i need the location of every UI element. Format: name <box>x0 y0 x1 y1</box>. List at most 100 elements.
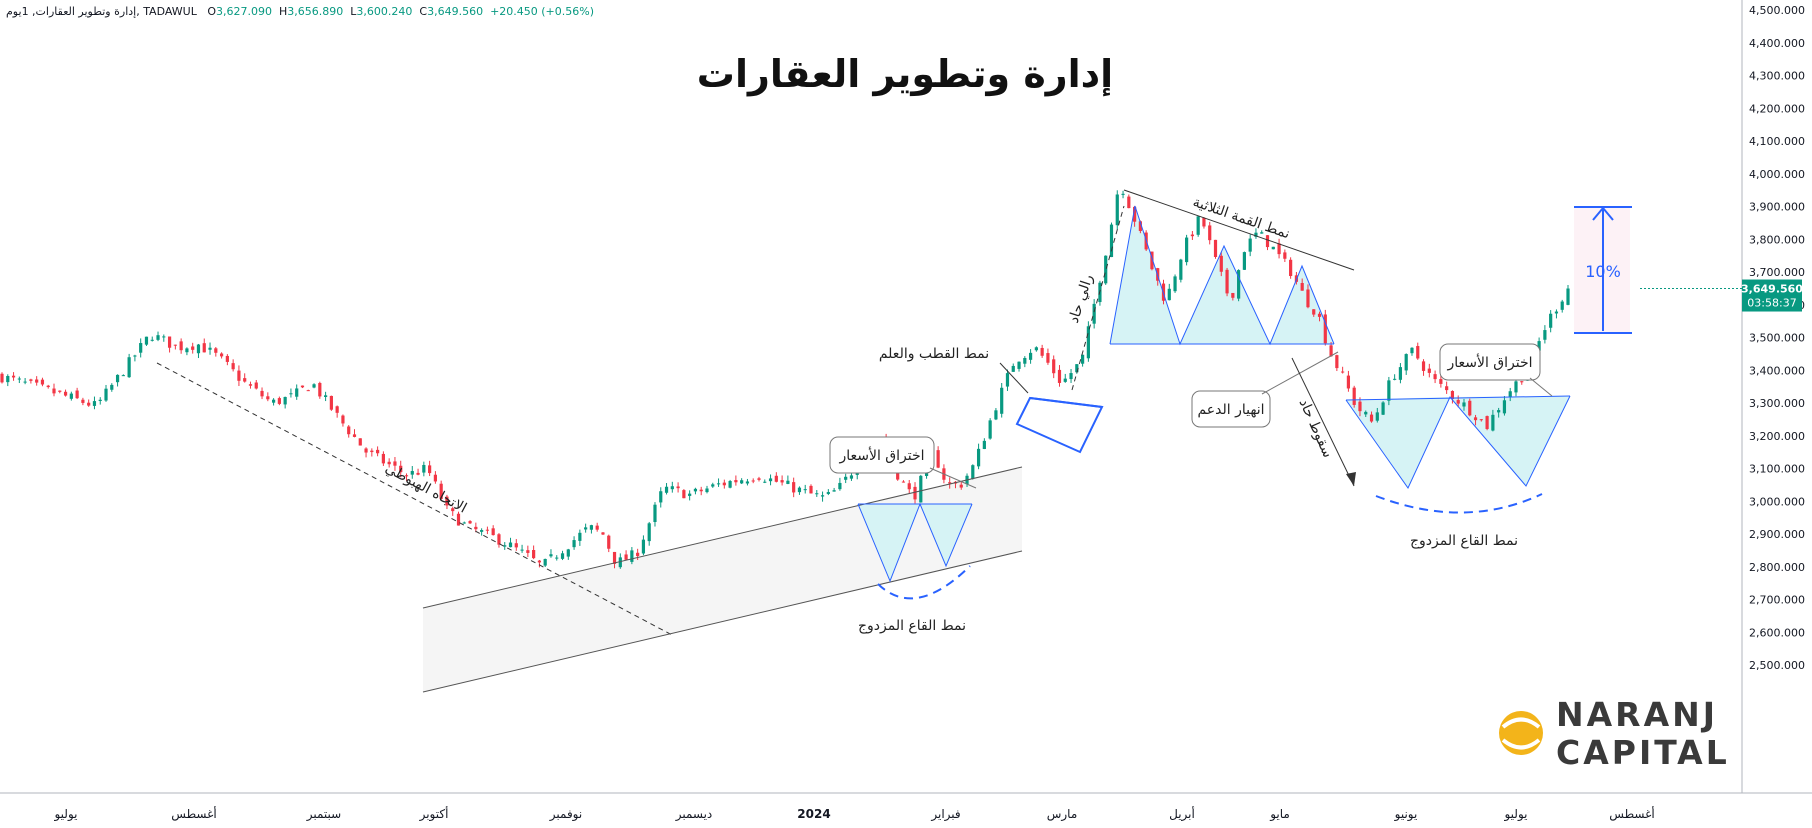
candle-body <box>1566 288 1570 305</box>
candle-body <box>1208 225 1212 241</box>
candle-body <box>1005 373 1010 387</box>
drop-arrow-head <box>1346 472 1356 486</box>
candle-body <box>1358 401 1362 412</box>
time-label-0: يوليو <box>53 807 77 822</box>
candle-body <box>231 363 235 370</box>
candle-body <box>329 395 333 410</box>
candle-body <box>1427 368 1431 373</box>
support-break-callout <box>1191 390 1271 428</box>
candle-body <box>410 471 414 475</box>
db2-right-fill <box>1450 396 1570 486</box>
candle-body <box>1150 251 1154 270</box>
candle-body <box>786 480 790 484</box>
candle-body <box>508 542 513 548</box>
candle-body <box>1329 345 1333 357</box>
candle-body <box>768 478 773 482</box>
candle-body <box>1508 391 1512 398</box>
price-tag-countdown: 03:58:37 <box>1747 297 1796 310</box>
rally-line <box>1071 205 1125 391</box>
candle-body <box>214 348 218 353</box>
candle-body <box>456 513 461 526</box>
candle-body <box>1086 326 1090 359</box>
time-label-1: أغسطس <box>171 806 216 822</box>
candle-body <box>740 480 744 484</box>
candle-body <box>167 336 172 348</box>
candle-body <box>347 426 351 435</box>
candle-body <box>1040 347 1044 356</box>
candle-body <box>1254 232 1258 237</box>
db1-label: نمط القاع المزدوج <box>858 618 966 634</box>
low-value: 3,600.240 <box>356 5 413 18</box>
candle-body <box>92 401 97 406</box>
symbol-name: إدارة وتطوير العقارات, 1يوم, TADAWUL <box>6 5 197 18</box>
candle-body <box>6 375 10 383</box>
candle-body <box>1473 417 1478 421</box>
candle-body <box>75 390 79 399</box>
candle-body <box>254 382 258 389</box>
candle-body <box>491 528 495 536</box>
channel-lower <box>422 550 1023 693</box>
candle-body <box>832 490 836 492</box>
candle-body <box>179 341 183 351</box>
candle-body <box>1127 196 1131 209</box>
candle-body <box>1502 400 1507 414</box>
candle-body <box>1306 289 1310 308</box>
candle-body <box>1352 387 1356 405</box>
candle-body <box>439 483 443 499</box>
candle-body <box>497 534 501 545</box>
candle-body <box>237 370 241 381</box>
candle-body <box>1034 347 1038 351</box>
price-tick-0: 4,500.000 <box>1749 4 1805 17</box>
flag-pointer <box>999 362 1029 394</box>
candle-body <box>1069 373 1073 380</box>
candle-body <box>959 484 963 488</box>
candle-body <box>87 402 91 406</box>
price-tick-12: 3,300.000 <box>1749 397 1805 410</box>
candle-body <box>976 448 981 467</box>
price-tick-2: 4,300.000 <box>1749 70 1805 83</box>
db2-outline <box>1345 395 1571 489</box>
candle-body <box>1231 292 1235 298</box>
candle-body <box>306 390 310 392</box>
candle-body <box>98 399 102 401</box>
candle-body <box>1514 381 1518 393</box>
candle-body <box>1404 354 1408 371</box>
candle-body <box>1312 309 1316 315</box>
candle-body <box>370 450 374 453</box>
candle-body <box>849 475 854 479</box>
candle-body <box>584 527 588 530</box>
candle-body <box>636 552 640 557</box>
candle-body <box>763 481 767 483</box>
support-break-label: انهيار الدعم <box>1197 402 1264 418</box>
price-tick-5: 4,000.000 <box>1749 168 1805 181</box>
candle-body <box>352 434 357 437</box>
target-label: 10% <box>1585 262 1621 281</box>
candle-body <box>150 339 154 341</box>
candle-body <box>919 475 923 503</box>
candle-body <box>11 375 16 378</box>
candle-body <box>17 378 21 380</box>
candle-body <box>1011 365 1015 372</box>
candle-body <box>1485 416 1489 429</box>
candle-body <box>705 488 709 493</box>
flag-label: نمط القطب والعلم <box>879 346 989 362</box>
candle-body <box>1000 387 1004 414</box>
candle-body <box>1138 221 1142 231</box>
candle-body <box>624 554 628 560</box>
candle-body <box>803 489 807 491</box>
candle-body <box>532 549 536 559</box>
candle-body <box>156 335 160 340</box>
candle-body <box>1173 276 1177 292</box>
candle-body <box>751 480 755 482</box>
candle-body <box>1549 313 1553 328</box>
drop-arrow-line <box>1291 357 1355 487</box>
breakout1-callout <box>829 436 935 474</box>
candle-body <box>341 415 345 424</box>
brand-line1: NARANJ <box>1556 695 1718 734</box>
close-value: 3,649.560 <box>427 5 484 18</box>
candle-body <box>422 464 426 473</box>
time-label-13: أغسطس <box>1609 806 1654 822</box>
candle-body <box>104 388 108 401</box>
candle-body <box>844 476 848 480</box>
